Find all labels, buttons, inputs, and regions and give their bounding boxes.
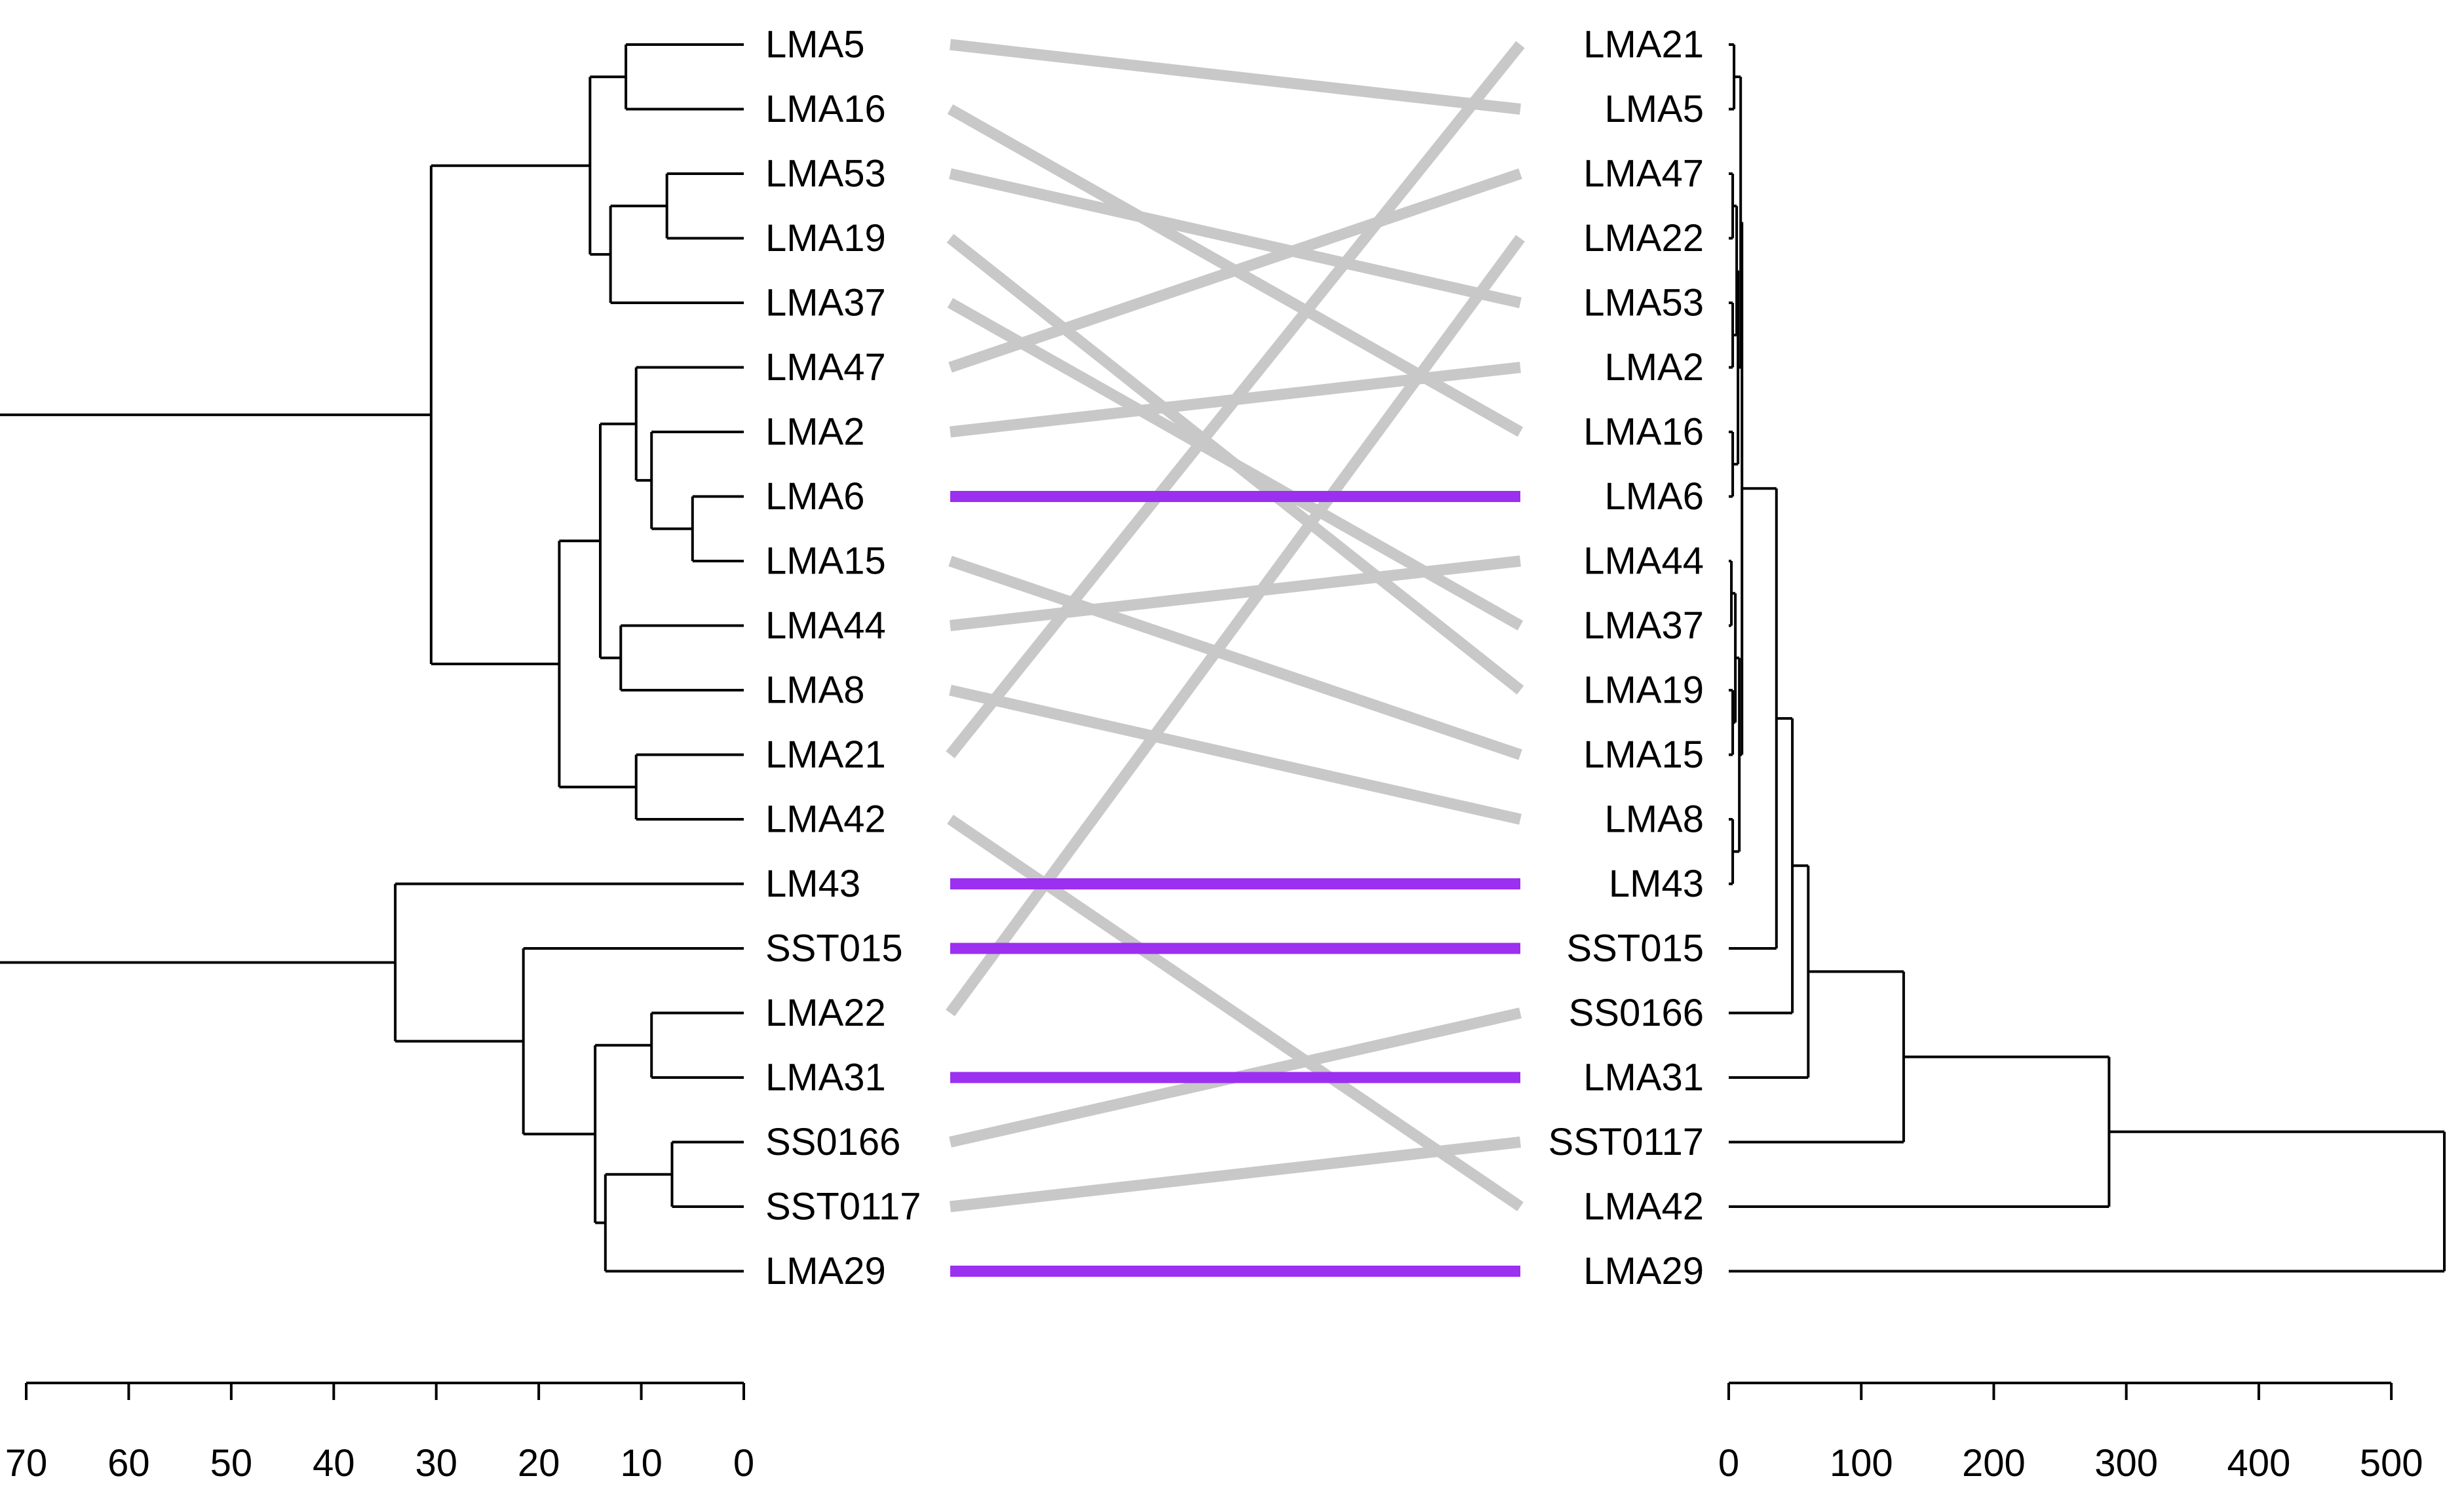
connector-LMA8 <box>949 684 1522 825</box>
connector-LMA5 <box>950 39 1521 115</box>
right-leaf-label-LMA44: LMA44 <box>1583 540 1704 583</box>
right-axis-tick-label: 200 <box>1962 1442 2026 1485</box>
right-leaf-label-SST015: SST015 <box>1566 927 1704 970</box>
left-leaf-label-LMA21: LMA21 <box>765 733 886 776</box>
left-axis-tick-label: 60 <box>107 1442 150 1485</box>
left-leaf-label-LM43: LM43 <box>765 863 860 905</box>
right-leaf-label-LMA31: LMA31 <box>1583 1057 1704 1099</box>
right-axis-tick-label: 100 <box>1830 1442 1893 1485</box>
right-leaf-label-SS0166: SS0166 <box>1569 992 1704 1034</box>
left-axis-tick-label: 30 <box>415 1442 457 1485</box>
right-leaf-label-LM43: LM43 <box>1609 863 1704 905</box>
left-dendrogram: LMA5 LMA16 LMA53 LMA19 LMA37 LMA47 LMA2 LMA6 LMA… <box>0 24 921 1293</box>
left-leaf-label-LMA44: LMA44 <box>765 604 886 647</box>
left-height-axis: 70 60 50 40 30 20 10 0 <box>5 1382 754 1485</box>
right-axis-tick-label: 500 <box>2360 1442 2423 1485</box>
right-leaf-label-LMA53: LMA53 <box>1583 282 1704 324</box>
left-leaf-label-LMA47: LMA47 <box>765 346 886 389</box>
left-axis-tick-label: 20 <box>518 1442 560 1485</box>
right-dendrogram: LMA21 LMA5 LMA47 LMA22 LMA53 LMA2 LMA16 LMA6 LMA… <box>1548 24 2446 1293</box>
left-axis-tick-label: 50 <box>210 1442 253 1485</box>
left-leaf-label-SST015: SST015 <box>765 927 903 970</box>
left-leaf-label-LMA8: LMA8 <box>765 669 865 712</box>
left-leaf-label-LMA5: LMA5 <box>765 24 865 66</box>
left-leaf-label-LMA15: LMA15 <box>765 540 886 583</box>
left-leaf-label-SST0117: SST0117 <box>765 1186 921 1228</box>
right-leaf-label-LMA16: LMA16 <box>1583 411 1704 454</box>
right-leaf-label-LMA6: LMA6 <box>1604 475 1704 518</box>
connector-LMA21 <box>946 41 1525 758</box>
right-leaf-label-LMA2: LMA2 <box>1604 346 1704 389</box>
right-leaf-label-LMA21: LMA21 <box>1583 24 1704 66</box>
left-leaf-label-LMA6: LMA6 <box>765 475 865 518</box>
connector-LMA53 <box>949 168 1522 309</box>
left-leaf-label-LMA37: LMA37 <box>765 282 886 324</box>
connector-LMA15 <box>948 555 1522 760</box>
connector-lines <box>946 39 1525 1277</box>
left-leaf-label-SS0166: SS0166 <box>765 1121 900 1163</box>
right-leaf-label-LMA8: LMA8 <box>1604 798 1704 841</box>
right-height-axis: 0 100 200 300 400 500 <box>1718 1382 2423 1485</box>
left-leaf-label-LMA22: LMA22 <box>765 992 886 1034</box>
left-leaf-label-LMA2: LMA2 <box>765 411 865 454</box>
left-axis-tick-label: 0 <box>733 1442 754 1485</box>
right-axis-tick-label: 0 <box>1718 1442 1739 1485</box>
right-axis-tick-label: 400 <box>2227 1442 2290 1485</box>
left-axis-tick-label: 70 <box>5 1442 48 1485</box>
right-leaf-label-LMA42: LMA42 <box>1583 1186 1704 1228</box>
right-leaf-label-LMA47: LMA47 <box>1583 153 1704 195</box>
connector-SST0117 <box>950 1137 1521 1213</box>
right-leaf-label-LMA37: LMA37 <box>1583 604 1704 647</box>
right-leaf-label-LMA29: LMA29 <box>1583 1250 1704 1293</box>
left-leaf-label-LMA53: LMA53 <box>765 153 886 195</box>
right-leaf-label-LMA5: LMA5 <box>1604 88 1704 130</box>
right-leaf-label-LMA15: LMA15 <box>1583 733 1704 776</box>
right-axis-tick-label: 300 <box>2094 1442 2158 1485</box>
left-axis-tick-label: 40 <box>313 1442 355 1485</box>
left-leaf-label-LMA31: LMA31 <box>765 1057 886 1099</box>
left-leaf-label-LMA29: LMA29 <box>765 1250 886 1293</box>
right-leaf-label-LMA19: LMA19 <box>1583 669 1704 712</box>
connector-LMA47 <box>948 168 1522 373</box>
left-leaf-label-LMA42: LMA42 <box>765 798 886 841</box>
connector-LMA44 <box>950 555 1521 631</box>
left-leaf-label-LMA16: LMA16 <box>765 88 886 130</box>
right-leaf-label-SST0117: SST0117 <box>1548 1121 1704 1163</box>
right-leaf-label-LMA22: LMA22 <box>1583 217 1704 260</box>
left-leaf-label-LMA19: LMA19 <box>765 217 886 260</box>
left-axis-tick-label: 10 <box>620 1442 663 1485</box>
